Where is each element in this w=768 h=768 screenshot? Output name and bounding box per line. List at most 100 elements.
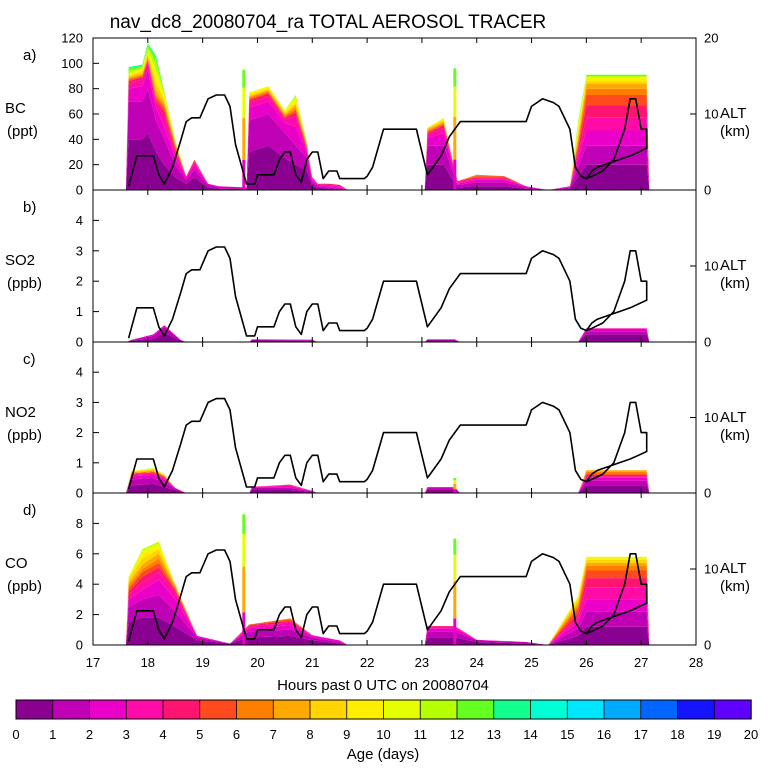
- age-band-6-area: [125, 325, 650, 342]
- colorbar-swatch-12: [456, 699, 495, 720]
- units-label: (ppb): [7, 578, 42, 595]
- age-band-9-area: [125, 468, 650, 493]
- age-band-16-area: [125, 325, 650, 342]
- age-band-0-area: [125, 332, 650, 342]
- age-band-10-area: [125, 325, 650, 342]
- age-band-4-area: [125, 567, 650, 645]
- colorbar-tick-label: 20: [744, 727, 758, 742]
- age-band-8-area: [125, 469, 650, 493]
- spike-1-segment-2: [453, 554, 457, 582]
- colorbar-swatch-17: [640, 699, 679, 720]
- colorbar-frame: [15, 699, 752, 720]
- colorbar-tick-label: 5: [196, 727, 203, 742]
- colorbar-tick-label: 9: [343, 727, 350, 742]
- age-band-15-area: [125, 467, 650, 493]
- y-tick-label: 4: [76, 213, 83, 228]
- spike-0-segment-3: [242, 69, 246, 88]
- alt-units-label: (km): [720, 275, 750, 292]
- x-axis-label: Hours past 0 UTC on 20080704: [277, 677, 489, 694]
- colorbar-tick-label: 1: [49, 727, 56, 742]
- panel-so2: 0 1 2 3 4 0 10 b) SO2 (ppb) ALT(km): [5, 189, 750, 350]
- colorbar-tick-label: 7: [270, 727, 277, 742]
- colorbar-swatch-7: [272, 699, 311, 720]
- y-tick-label: 8: [76, 516, 83, 531]
- age-band-12-area: [125, 325, 650, 342]
- age-band-19-area: [125, 467, 650, 493]
- units-label: (ppb): [7, 427, 42, 444]
- age-band-18-area: [125, 43, 650, 190]
- colorbar-tick-label: 0: [12, 727, 19, 742]
- age-band-15-area: [125, 43, 650, 190]
- panel-co: 0 2 4 6 8 0 10 d) CO (ppb) ALT(km): [5, 492, 750, 653]
- colorbar-swatch-6: [236, 699, 274, 720]
- x-tick-label: 23: [415, 655, 429, 670]
- panel-no2: 0 1 2 3 4 0 10 c) NO2 (ppb) ALT(km): [5, 341, 750, 501]
- spike-0-segment-1: [242, 566, 246, 613]
- spike-1-segment-1: [453, 117, 457, 160]
- age-band-14-area: [125, 467, 650, 493]
- alt-units-label: (km): [720, 123, 750, 140]
- y-tick-label: 0: [76, 486, 83, 501]
- x-tick-label: 19: [195, 655, 209, 670]
- species-label: BC: [5, 100, 26, 117]
- spike-0-segment-1: [242, 117, 246, 160]
- colorbar-tick-label: 3: [123, 727, 130, 742]
- y-tick-label: 80: [69, 81, 83, 96]
- altitude-track-line: [127, 549, 648, 642]
- age-band-2-area: [125, 325, 650, 342]
- altitude-track-line: [127, 246, 648, 339]
- age-band-10-area: [125, 468, 650, 493]
- colorbar-tick-label: 10: [376, 727, 390, 742]
- age-band-7-area: [125, 470, 650, 493]
- age-band-12-area: [125, 467, 650, 493]
- species-label: CO: [5, 555, 28, 572]
- spike-0-segment-0: [453, 489, 457, 493]
- spike-0-segment-1: [453, 483, 457, 490]
- alt-tick-label: 0: [704, 335, 711, 350]
- age-band-11-area: [125, 325, 650, 342]
- colorbar: 0 1 2 3 4 5 6 7 8 9 10 11 12 13 14 15 16 17 18 19 20: [12, 699, 758, 742]
- y-tick-label: 4: [76, 365, 83, 380]
- spike-1-segment-1: [453, 581, 457, 619]
- age-band-8-area: [125, 53, 650, 191]
- alt-tick-label: 0: [704, 486, 711, 501]
- alt-axis-label: ALT: [720, 257, 746, 274]
- age-band-13-area: [125, 467, 650, 493]
- age-band-7-area: [125, 325, 650, 342]
- spike-0-segment-2: [242, 87, 246, 118]
- age-band-17-area: [125, 325, 650, 342]
- y-tick-label: 4: [76, 577, 83, 592]
- age-band-17-area: [125, 467, 650, 493]
- alt-tick-label: 0: [704, 638, 711, 653]
- x-tick-label: 28: [689, 655, 703, 670]
- colorbar-swatch-2: [89, 699, 127, 720]
- spike-0-segment-2: [242, 533, 246, 567]
- age-band-18-area: [125, 467, 650, 493]
- age-band-8-area: [125, 325, 650, 342]
- x-tick-label: 17: [86, 655, 100, 670]
- colorbar-tick-label: 12: [450, 727, 464, 742]
- age-band-13-area: [125, 43, 650, 190]
- x-tick-label: 22: [360, 655, 374, 670]
- age-band-0-area: [125, 483, 650, 493]
- colorbar-swatch-10: [383, 699, 421, 720]
- age-band-0-area: [125, 617, 650, 645]
- x-tick-label: 21: [305, 655, 319, 670]
- panel-id-label: a): [23, 47, 36, 64]
- age-band-14-area: [125, 43, 650, 190]
- age-band-12-area: [125, 44, 650, 190]
- age-band-13-area: [125, 325, 650, 342]
- age-band-19-area: [125, 43, 650, 190]
- age-band-5-area: [125, 562, 650, 645]
- colorbar-swatch-19: [713, 699, 752, 720]
- y-tick-label: 1: [76, 304, 83, 319]
- colorbar-tick-label: 14: [523, 727, 537, 742]
- y-tick-label: 1: [76, 455, 83, 470]
- colorbar-swatch-0: [15, 699, 54, 720]
- colorbar-tick-label: 18: [670, 727, 684, 742]
- y-tick-label: 0: [76, 183, 83, 198]
- stacked-areas: [125, 43, 650, 191]
- alt-tick-label: 10: [704, 259, 718, 274]
- age-band-6-area: [125, 58, 650, 190]
- alt-axis-label: ALT: [720, 105, 746, 122]
